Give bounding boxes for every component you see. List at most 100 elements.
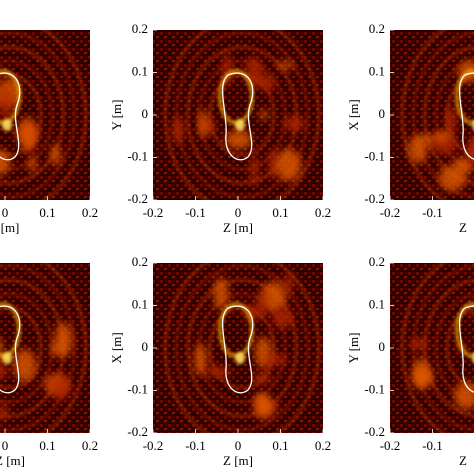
y-tick-label: 0 — [379, 106, 386, 121]
heatmap-blob — [49, 375, 72, 400]
contour — [458, 305, 474, 393]
x-tick-label: 0 — [235, 438, 242, 453]
y-axis-label: X [m] — [346, 99, 361, 130]
x-axis-label: Z [m] — [0, 453, 25, 468]
x-tick-label: 0 — [2, 205, 9, 220]
y-tick-label: 0.2 — [132, 21, 148, 36]
x-tick-label: 0.2 — [82, 205, 98, 220]
x-tick-label: -0.2 — [380, 205, 401, 220]
x-tick-label: 0.2 — [82, 438, 98, 453]
x-tick-label: 0.2 — [315, 438, 331, 453]
heatmap-blob — [54, 322, 73, 358]
y-tick-label: -0.1 — [127, 381, 148, 396]
y-tick-label: 0.2 — [132, 254, 148, 269]
heatmap-ring — [400, 30, 447, 200]
heatmap-blob — [408, 134, 429, 164]
heatmap-blob — [283, 273, 294, 293]
heatmap-blob — [260, 281, 287, 312]
x-axis-label: [m] — [1, 220, 20, 235]
x-axis-label: Z — [459, 453, 467, 468]
heatmap-ring — [186, 45, 298, 185]
heatmap-ring — [174, 264, 310, 432]
contour — [0, 72, 21, 161]
contour — [458, 72, 474, 160]
x-tick-label: -0.1 — [185, 205, 206, 220]
heatmap-blob — [0, 361, 8, 380]
x-axis-label: Z — [459, 220, 467, 235]
heatmap-core — [235, 119, 245, 131]
y-tick-label: 0 — [142, 339, 149, 354]
y-axis-label: X [m] — [109, 332, 124, 363]
heatmap-ring — [0, 31, 77, 199]
y-tick-label: -0.1 — [364, 381, 385, 396]
heatmap-blob — [252, 372, 273, 384]
heatmap-ring — [0, 59, 54, 171]
y-tick-label: -0.1 — [127, 148, 148, 163]
heatmap-ring — [41, 30, 88, 200]
heatmap-image — [153, 263, 323, 433]
heatmap-ring — [163, 263, 321, 433]
heatmap-blob — [412, 367, 434, 388]
heatmap-ring — [411, 31, 474, 199]
heatmap-blob — [171, 115, 185, 145]
heatmap-ring — [163, 30, 321, 200]
heatmap-blob — [268, 148, 279, 180]
heatmap-core — [235, 352, 245, 364]
y-tick-label: 0 — [142, 106, 149, 121]
heatmap-image — [0, 30, 90, 200]
heatmap-ring — [41, 263, 88, 433]
x-tick-label: -0.1 — [422, 205, 443, 220]
y-tick-label: 0.1 — [132, 296, 148, 311]
heatmap-blob — [263, 354, 287, 366]
contour — [0, 305, 21, 394]
x-tick-label: 0.1 — [272, 438, 288, 453]
heatmap-blob — [271, 308, 294, 329]
heatmap-blob — [444, 106, 457, 135]
x-tick-label: 0 — [2, 438, 9, 453]
x-tick-label: -0.2 — [143, 205, 164, 220]
heatmap-ring — [423, 45, 474, 185]
heatmap-panel: -0.2 -0.1 0 0.1 0.2 0.2 0.1 0 -0.1 -0.2 Z [m] Y [m] — [109, 21, 331, 235]
x-axis-label: Z [m] — [223, 220, 253, 235]
heatmap-panel: -0.2 -0.1 0.2 0.1 0 -0.1 -0.2 Z X [m] — [346, 21, 474, 235]
heatmap-core — [2, 119, 12, 131]
heatmap-ring — [197, 59, 287, 171]
heatmap-ring — [400, 263, 447, 433]
heatmap-image — [0, 263, 90, 433]
heatmap-core — [2, 352, 12, 364]
heatmap-blob — [0, 338, 3, 357]
heatmap-blob — [205, 366, 232, 378]
y-tick-label: -0.2 — [127, 191, 148, 206]
y-tick-label: 0.1 — [369, 296, 385, 311]
heatmap-blob — [213, 276, 229, 310]
heatmap-blob — [13, 348, 37, 382]
x-tick-label: 0.1 — [39, 438, 55, 453]
heatmap-blob — [275, 148, 302, 182]
heatmap-blob — [468, 134, 474, 163]
heatmap-blob — [27, 156, 38, 172]
heatmap-image — [153, 30, 323, 200]
contour — [221, 305, 254, 394]
y-tick-label: 0.2 — [369, 21, 385, 36]
x-tick-label: 0.2 — [315, 205, 331, 220]
heatmap-blob — [250, 153, 259, 187]
x-tick-label: -0.2 — [143, 438, 164, 453]
x-tick-label: 0.1 — [272, 205, 288, 220]
heatmap-blob — [254, 394, 274, 420]
heatmap-blob — [259, 109, 269, 121]
y-tick-label: -0.1 — [364, 148, 385, 163]
x-tick-label: -0.1 — [185, 438, 206, 453]
heatmap-blob — [247, 73, 274, 89]
heatmap-blob — [438, 165, 467, 191]
heatmap-blob — [225, 130, 252, 150]
heatmap-blob — [408, 338, 429, 351]
heatmap-panel: 0 0.1 0.2 Z [m] — [0, 263, 98, 468]
y-tick-label: 0.1 — [369, 63, 385, 78]
y-axis-label: Y [m] — [346, 333, 361, 364]
heatmap-blob — [283, 115, 306, 132]
y-tick-label: -0.2 — [364, 191, 385, 206]
x-tick-label: 0 — [235, 205, 242, 220]
y-tick-label: 0 — [379, 339, 386, 354]
heatmap-panel: -0.2 -0.1 0 0.1 0.2 0.2 0.1 0 -0.1 -0.2 Z [m] X [m] — [109, 254, 331, 468]
